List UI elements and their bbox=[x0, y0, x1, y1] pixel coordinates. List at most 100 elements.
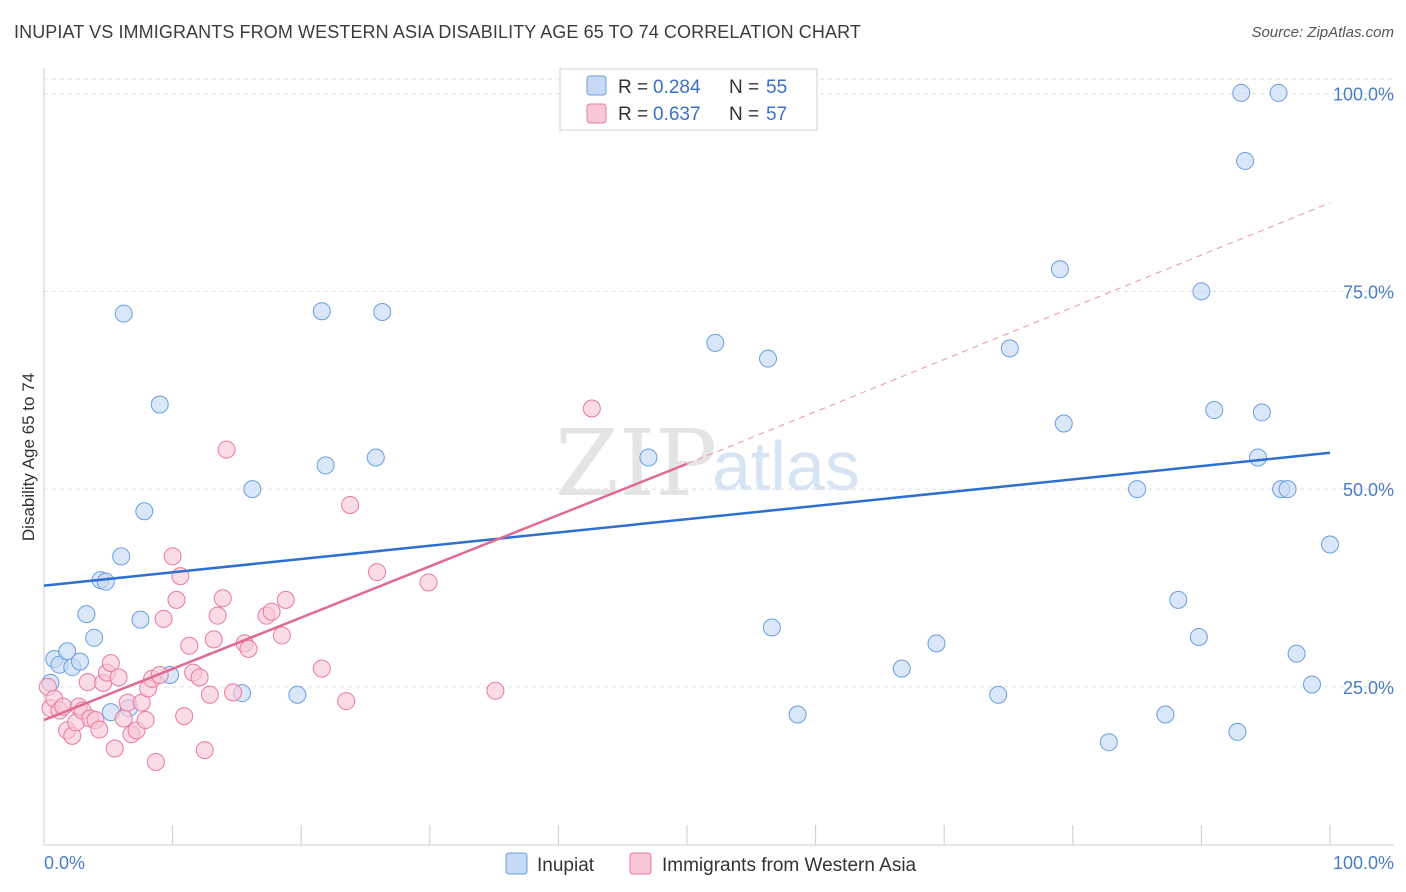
inupiat-point-38 bbox=[1128, 480, 1147, 499]
immigrants-point-18 bbox=[109, 668, 128, 687]
trend-lines bbox=[43, 202, 1331, 722]
inupiat-point-6 bbox=[77, 605, 96, 624]
immigrants-point-53 bbox=[368, 563, 387, 582]
data-points bbox=[38, 83, 1339, 771]
legend-swatch-immigrants bbox=[586, 103, 607, 124]
legend-n-value-immigrants: 57 bbox=[766, 104, 787, 125]
inupiat-point-43 bbox=[1205, 401, 1224, 420]
watermark: ZIP atlas bbox=[555, 410, 860, 517]
inupiat-point-49 bbox=[1269, 83, 1288, 102]
inupiat-point-32 bbox=[927, 634, 946, 653]
immigrants-point-37 bbox=[195, 741, 214, 760]
inupiat-point-24 bbox=[373, 302, 392, 321]
inupiat-point-52 bbox=[1287, 644, 1306, 663]
immigrants-point-19 bbox=[114, 709, 133, 728]
inupiat-point-44 bbox=[1228, 722, 1247, 741]
inupiat-point-9 bbox=[96, 572, 115, 591]
bottom-legend-swatch-inupiat bbox=[505, 852, 528, 875]
immigrants-point-16 bbox=[101, 654, 120, 673]
immigrants-point-10 bbox=[78, 673, 97, 692]
legend-r-value-immigrants: 0.637 bbox=[653, 104, 701, 125]
y-tick-label-25: 25.0% bbox=[1343, 678, 1394, 698]
inupiat-point-35 bbox=[1050, 260, 1069, 279]
y-tick-label-50: 50.0% bbox=[1343, 480, 1394, 500]
inupiat-point-5 bbox=[71, 652, 90, 671]
inupiat-point-30 bbox=[788, 705, 807, 724]
immigrants-point-42 bbox=[217, 440, 236, 459]
immigrants-point-40 bbox=[208, 606, 227, 625]
inupiat-point-27 bbox=[706, 333, 725, 352]
axes bbox=[43, 68, 1394, 846]
top-legend: R = 0.284 N = 55 R = 0.637 N = 57 bbox=[559, 68, 818, 131]
immigrants-point-56 bbox=[582, 399, 601, 418]
immigrants-point-34 bbox=[180, 636, 199, 655]
inupiat-point-39 bbox=[1156, 705, 1175, 724]
inupiat-point-11 bbox=[112, 547, 131, 566]
inupiat-trend-line bbox=[43, 451, 1331, 587]
grid-lines bbox=[44, 78, 1394, 688]
inupiat-point-15 bbox=[135, 502, 154, 521]
inupiat-point-45 bbox=[1232, 83, 1251, 102]
inupiat-point-46 bbox=[1236, 151, 1255, 170]
immigrants-point-43 bbox=[224, 683, 243, 702]
inupiat-point-18 bbox=[243, 480, 262, 499]
source-label: Source: ZipAtlas.com bbox=[1251, 24, 1394, 41]
immigrants-point-36 bbox=[190, 668, 209, 687]
chart-title: INUPIAT VS IMMIGRANTS FROM WESTERN ASIA … bbox=[14, 22, 861, 42]
y-axis-label: Disability Age 65 to 74 bbox=[19, 373, 38, 541]
inupiat-point-36 bbox=[1054, 414, 1073, 433]
inupiat-point-47 bbox=[1248, 448, 1267, 467]
immigrants-point-30 bbox=[163, 547, 182, 566]
inupiat-point-40 bbox=[1169, 590, 1188, 609]
immigrants-point-38 bbox=[200, 685, 219, 704]
inupiat-point-21 bbox=[312, 302, 331, 321]
inupiat-point-54 bbox=[1321, 535, 1339, 554]
immigrants-point-24 bbox=[136, 711, 155, 730]
immigrants-point-33 bbox=[175, 707, 194, 726]
watermark-zip: ZIP bbox=[555, 410, 717, 517]
bottom-legend-swatch-immigrants bbox=[629, 852, 652, 875]
y-tick-labels: 25.0% 50.0% 75.0% 100.0% bbox=[1333, 85, 1394, 698]
legend-n-label-immigrants: N = bbox=[729, 104, 759, 125]
immigrants-point-47 bbox=[262, 602, 281, 621]
immigrants-point-54 bbox=[419, 573, 438, 592]
inupiat-point-16 bbox=[150, 395, 169, 414]
inupiat-point-48 bbox=[1252, 403, 1271, 422]
legend-swatch-inupiat bbox=[586, 75, 607, 96]
inupiat-point-12 bbox=[114, 304, 133, 323]
inupiat-point-53 bbox=[1302, 675, 1321, 694]
immigrants-trend-line bbox=[43, 462, 688, 722]
inupiat-point-14 bbox=[131, 610, 150, 629]
legend-n-label-inupiat: N = bbox=[729, 77, 759, 98]
inupiat-point-31 bbox=[892, 659, 911, 678]
y-tick-label-75: 75.0% bbox=[1343, 282, 1394, 302]
immigrants-point-13 bbox=[90, 720, 109, 739]
inupiat-point-37 bbox=[1099, 733, 1118, 752]
immigrants-point-45 bbox=[239, 639, 258, 658]
inupiat-point-7 bbox=[85, 628, 104, 647]
inupiat-point-33 bbox=[989, 685, 1008, 704]
y-tick-label-100: 100.0% bbox=[1333, 85, 1394, 105]
immigrants-point-31 bbox=[167, 590, 186, 609]
immigrants-trend-extension bbox=[686, 202, 1331, 465]
immigrants-point-41 bbox=[213, 589, 232, 608]
immigrants-point-17 bbox=[105, 739, 124, 758]
x-tick-label-left: 0.0% bbox=[44, 853, 85, 873]
watermark-atlas: atlas bbox=[712, 427, 860, 505]
legend-r-label-inupiat: R = bbox=[618, 77, 648, 98]
legend-r-label-immigrants: R = bbox=[618, 104, 648, 125]
legend-n-value-inupiat: 55 bbox=[766, 77, 787, 98]
inupiat-point-34 bbox=[1000, 339, 1019, 358]
inupiat-point-29 bbox=[762, 618, 781, 637]
legend-r-value-inupiat: 0.284 bbox=[653, 77, 701, 98]
inupiat-point-22 bbox=[316, 456, 335, 475]
immigrants-point-50 bbox=[312, 659, 331, 678]
inupiat-point-51 bbox=[1278, 480, 1297, 499]
bottom-legend-label-immigrants: Immigrants from Western Asia bbox=[662, 855, 917, 876]
immigrants-point-52 bbox=[341, 495, 360, 514]
immigrants-point-27 bbox=[146, 752, 165, 771]
inupiat-point-23 bbox=[366, 448, 385, 467]
immigrants-point-51 bbox=[337, 692, 356, 711]
x-tick-label-right: 100.0% bbox=[1333, 853, 1394, 873]
